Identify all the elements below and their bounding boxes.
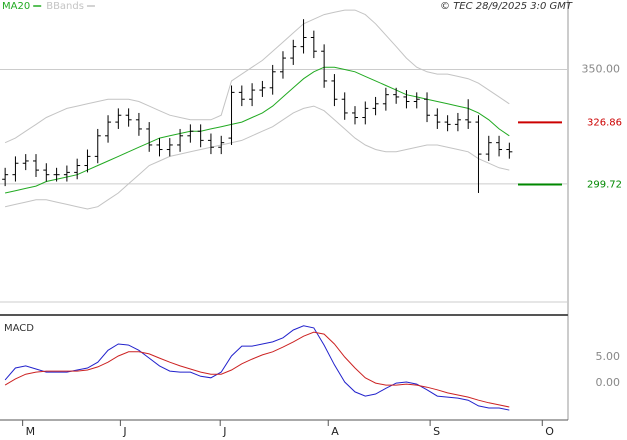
x-tick-label: J <box>222 425 226 438</box>
x-tick-label: M <box>26 425 35 438</box>
legend-label: BBands <box>46 1 84 12</box>
x-tick-label: S <box>433 425 440 438</box>
y-tick-label: 5.00 <box>596 350 621 363</box>
legend-label: MA20 <box>2 1 30 12</box>
bband-upper <box>4 9 510 144</box>
copyright: © TEC 28/9/2025 3:0 GMT <box>440 1 573 12</box>
level-label: 299.72 <box>587 179 622 190</box>
level-label-bg <box>572 177 627 192</box>
y-tick-label: 0.00 <box>596 376 621 389</box>
level-label-bg <box>572 115 627 130</box>
panel-title: MACD <box>4 323 34 334</box>
y-tick-label: 350.00 <box>582 63 621 76</box>
macd-line <box>4 331 510 408</box>
bband-lower <box>4 105 510 210</box>
macd-line <box>4 325 510 411</box>
x-tick-label: A <box>331 425 339 438</box>
level-label: 326.86 <box>587 117 622 128</box>
x-tick-label: J <box>122 425 126 438</box>
x-tick-label: O <box>545 425 554 438</box>
